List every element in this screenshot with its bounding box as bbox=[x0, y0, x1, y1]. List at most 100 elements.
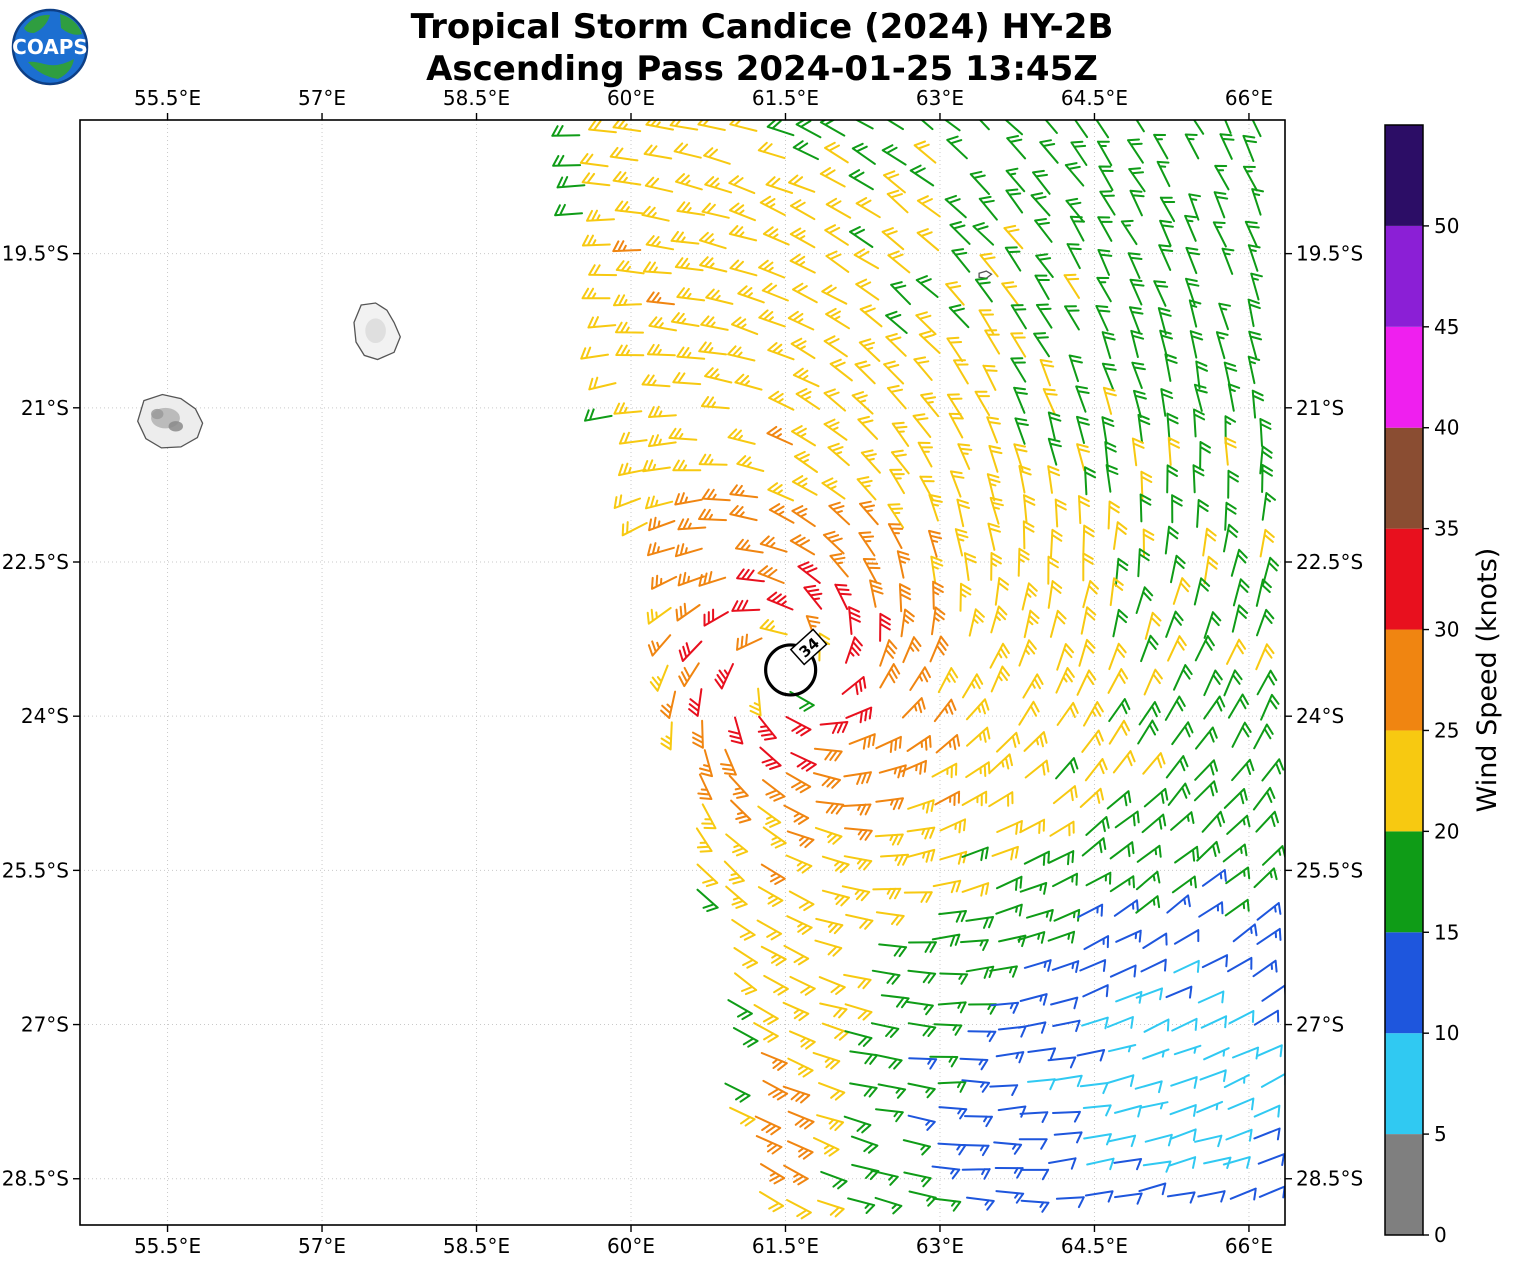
wind-barb bbox=[1196, 499, 1209, 528]
wind-barb bbox=[879, 612, 891, 642]
wind-barb bbox=[986, 416, 1001, 444]
wind-barb bbox=[787, 1110, 815, 1130]
wind-barb bbox=[612, 171, 642, 186]
wind-barb bbox=[1128, 306, 1144, 334]
wind-barb bbox=[889, 468, 905, 495]
wind-barb bbox=[782, 1001, 810, 1022]
wind-barb bbox=[827, 442, 850, 467]
wind-barb bbox=[1083, 1133, 1112, 1146]
wind-barb bbox=[1223, 788, 1248, 809]
wind-barb bbox=[961, 790, 988, 807]
wind-barb bbox=[932, 580, 944, 610]
wind-barb bbox=[1023, 959, 1052, 972]
wind-barb bbox=[756, 919, 783, 941]
wind-barb bbox=[1137, 548, 1150, 578]
wind-barb bbox=[1189, 330, 1204, 359]
wind-barb bbox=[962, 673, 984, 699]
wind-barb bbox=[736, 633, 763, 651]
wind-barb bbox=[644, 176, 674, 193]
wind-barb bbox=[782, 1085, 811, 1104]
wind-barb bbox=[994, 577, 1010, 606]
logo-text: COAPS bbox=[12, 35, 88, 59]
wind-barb bbox=[732, 1027, 759, 1048]
wind-barb bbox=[642, 261, 672, 275]
wind-barb bbox=[990, 665, 1010, 693]
wind-barb bbox=[1076, 1049, 1106, 1062]
wind-barb bbox=[913, 140, 937, 164]
wind-barb bbox=[1106, 1074, 1135, 1087]
wind-barb bbox=[1141, 813, 1167, 834]
wind-barb bbox=[645, 495, 674, 510]
wind-barb bbox=[853, 248, 880, 270]
wind-barb bbox=[1047, 411, 1062, 440]
wind-barb bbox=[1055, 757, 1079, 780]
wind-barb bbox=[1082, 524, 1095, 554]
wind-barb bbox=[787, 1140, 814, 1160]
wind-barb bbox=[727, 428, 756, 445]
wind-barb bbox=[849, 1050, 878, 1065]
wind-barb bbox=[951, 248, 971, 273]
wind-barb bbox=[724, 1082, 751, 1103]
wind-barb bbox=[1048, 1157, 1077, 1170]
wind-barb bbox=[1247, 355, 1261, 385]
wind-barb bbox=[875, 735, 902, 753]
wind-barb bbox=[931, 933, 961, 947]
wind-barb bbox=[988, 445, 1003, 473]
wind-barb bbox=[946, 336, 964, 363]
wind-barb bbox=[815, 917, 844, 935]
wind-barb bbox=[762, 1079, 789, 1101]
wind-barb bbox=[729, 259, 758, 277]
wind-barb bbox=[875, 1108, 904, 1123]
wind-barb bbox=[677, 571, 705, 587]
wind-barb bbox=[1134, 1080, 1163, 1094]
wind-barb bbox=[841, 676, 867, 696]
colorbar-segment bbox=[1385, 831, 1423, 933]
wind-barb bbox=[647, 542, 675, 557]
wind-barb bbox=[857, 415, 879, 440]
wind-barb bbox=[1256, 1044, 1283, 1058]
wind-barb bbox=[736, 455, 765, 472]
wind-barb bbox=[1250, 272, 1263, 301]
wind-barb bbox=[907, 1082, 936, 1099]
wind-barb bbox=[789, 975, 816, 996]
wind-barb bbox=[1052, 785, 1078, 805]
wind-barb bbox=[618, 431, 648, 445]
wind-barb bbox=[890, 281, 911, 306]
wind-barb bbox=[1193, 408, 1206, 438]
wind-barb bbox=[688, 688, 703, 717]
wind-barb bbox=[816, 1114, 845, 1132]
wind-barb bbox=[938, 910, 967, 923]
wind-barb bbox=[957, 443, 973, 470]
wind-barb bbox=[848, 169, 874, 191]
wind-barb bbox=[854, 120, 874, 130]
wind-barb bbox=[1136, 844, 1162, 863]
wind-barb bbox=[819, 721, 849, 734]
wind-barb bbox=[1203, 695, 1226, 720]
wind-barb bbox=[727, 345, 756, 362]
wind-barb bbox=[1173, 929, 1200, 945]
wind-barb bbox=[1192, 120, 1205, 135]
wind-barb bbox=[753, 1022, 779, 1043]
wind-barb bbox=[855, 278, 880, 301]
wind-barb bbox=[860, 449, 881, 474]
wind-barb bbox=[1023, 494, 1036, 524]
wind-barb bbox=[883, 360, 905, 385]
wind-barb bbox=[648, 516, 676, 532]
wind-barb bbox=[963, 552, 977, 581]
lon-tick-label-bottom: 55.5°E bbox=[134, 1234, 201, 1258]
wind-barb bbox=[1102, 386, 1117, 415]
wind-barb bbox=[1170, 554, 1186, 584]
wind-barb bbox=[1108, 642, 1127, 671]
wind-barb bbox=[580, 346, 609, 360]
wind-barb bbox=[788, 174, 816, 193]
wind-barb bbox=[907, 969, 937, 984]
wind-barb bbox=[813, 747, 843, 762]
wind-barb bbox=[757, 886, 784, 907]
wind-barb bbox=[1172, 577, 1191, 605]
wind-barb bbox=[749, 687, 762, 717]
wind-barb bbox=[1047, 465, 1061, 494]
wind-barb bbox=[944, 194, 967, 219]
wind-barb bbox=[960, 1144, 990, 1157]
wind-barb bbox=[858, 338, 881, 362]
wind-barb bbox=[792, 282, 818, 304]
